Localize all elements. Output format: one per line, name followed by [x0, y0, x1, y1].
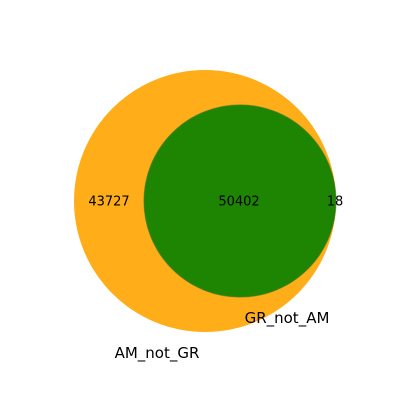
region-label-intersection: 50402 — [218, 195, 259, 210]
region-label-only-second: 18 — [327, 195, 344, 210]
set-circle-gr-not-am — [143, 104, 337, 298]
set-label-gr-not-am: GR_not_AM — [245, 309, 330, 328]
region-label-only-first: 43727 — [88, 195, 129, 210]
set-label-am-not-gr: AM_not_GR — [115, 344, 200, 363]
